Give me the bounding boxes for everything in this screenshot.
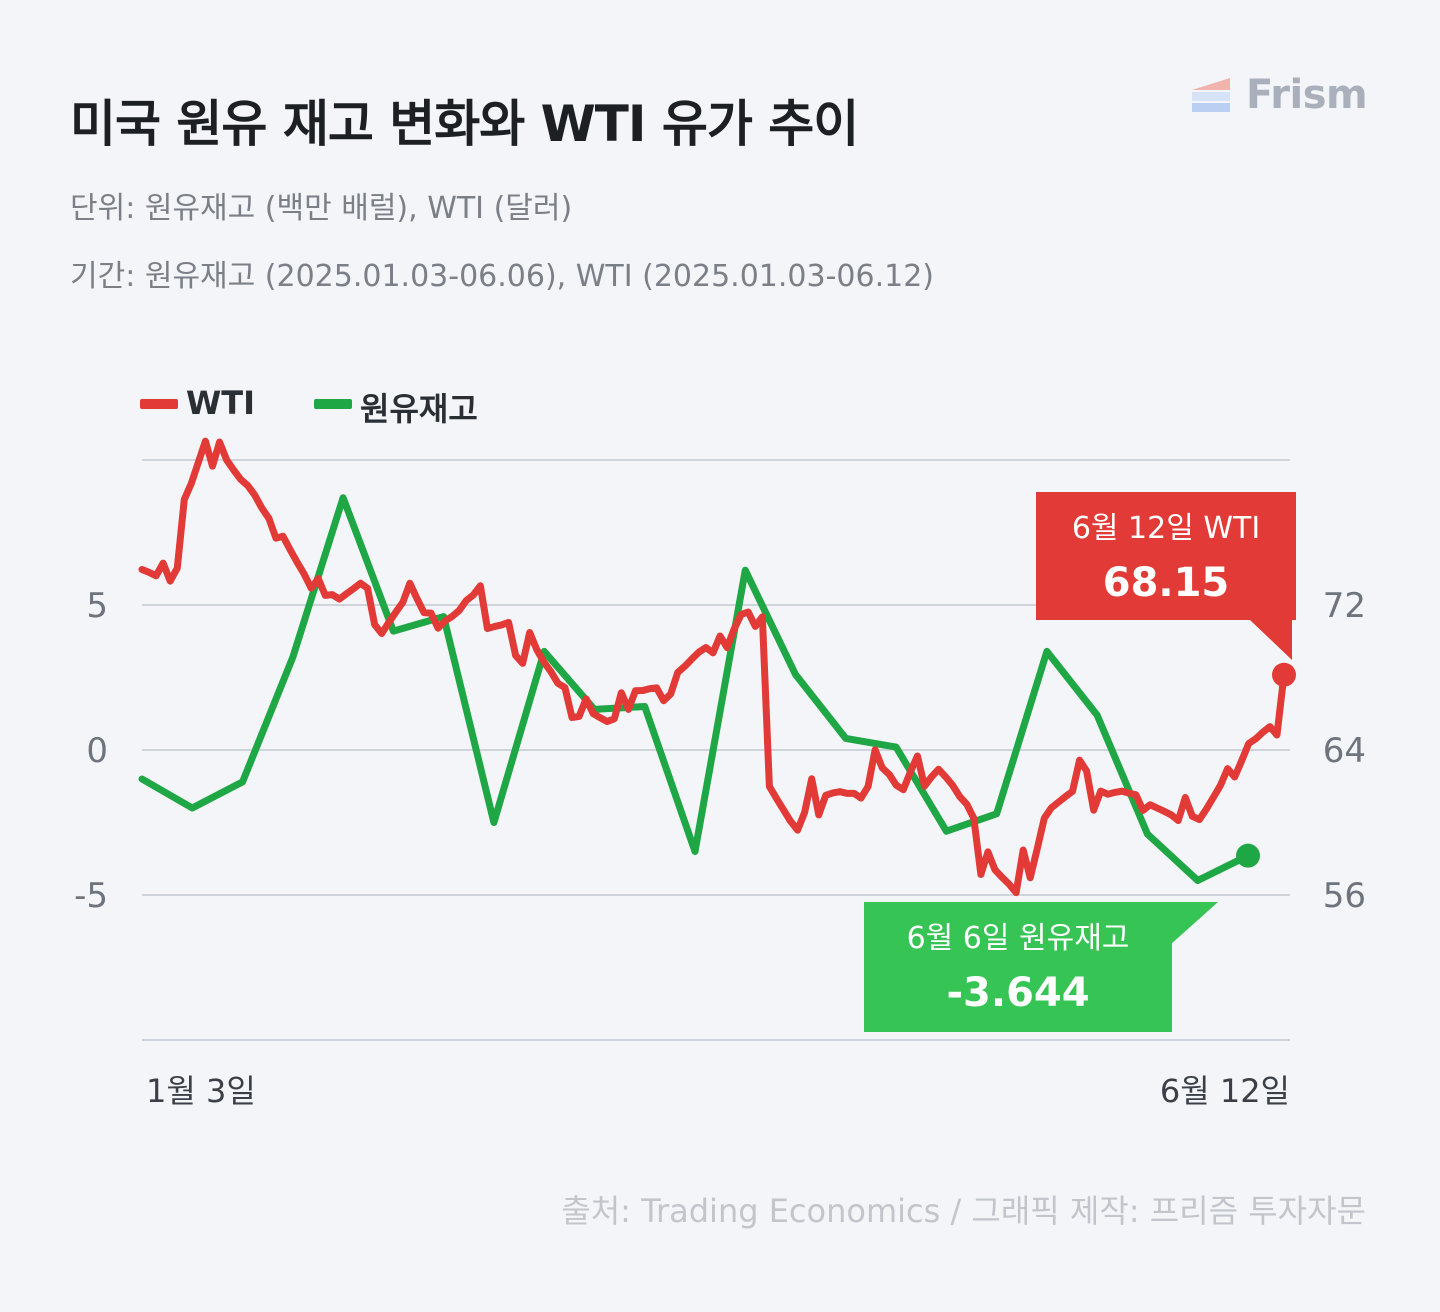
right-tick-label-1: 64 [1323,731,1366,771]
logo-text: Frism [1246,72,1368,118]
x-label-start: 1월 3일 [146,1072,256,1110]
chart-title: 미국 원유 재고 변화와 WTI 유가 추이 [70,95,859,153]
legend-swatch-inventory [314,399,352,409]
right-tick-label-0: 72 [1323,586,1366,626]
x-label-end: 6월 12일 [1160,1072,1290,1110]
left-tick-label-0: 5 [86,586,108,626]
callout-pointer-wti [1250,620,1292,660]
left-tick-label-1: 0 [86,731,108,771]
callout-box-wti [1036,492,1296,620]
callout-box-inventory [864,902,1172,1032]
callout-pointer-inventory [1170,902,1218,945]
end-point-inventory [1236,843,1260,868]
subtitle-period: 기간: 원유재고 (2025.01.03-06.06), WTI (2025.0… [70,259,934,294]
subtitle-unit: 단위: 원유재고 (백만 배럴), WTI (달러) [70,191,573,226]
legend-label-inventory: 원유재고 [360,390,478,428]
callout-value-wti: 68.15 [1103,560,1230,606]
series-line-inventory [138,494,1252,884]
right-tick-label-2: 56 [1323,876,1366,916]
callout-label-inventory: 6월 6일 원유재고 [907,921,1130,956]
legend-swatch-wti [140,399,178,409]
frism-logo-icon [1192,78,1230,112]
source-note: 출처: Trading Economics / 그래픽 제작: 프리즘 투자자문 [561,1192,1366,1230]
legend-label-wti: WTI [186,384,256,422]
frism-logo: Frism [1190,72,1370,118]
series-line-wti [138,437,1288,897]
end-point-wti [1272,662,1296,687]
callout-value-inventory: -3.644 [946,970,1089,1016]
callout-label-wti: 6월 12일 WTI [1072,511,1260,546]
left-tick-label-2: -5 [74,876,108,916]
